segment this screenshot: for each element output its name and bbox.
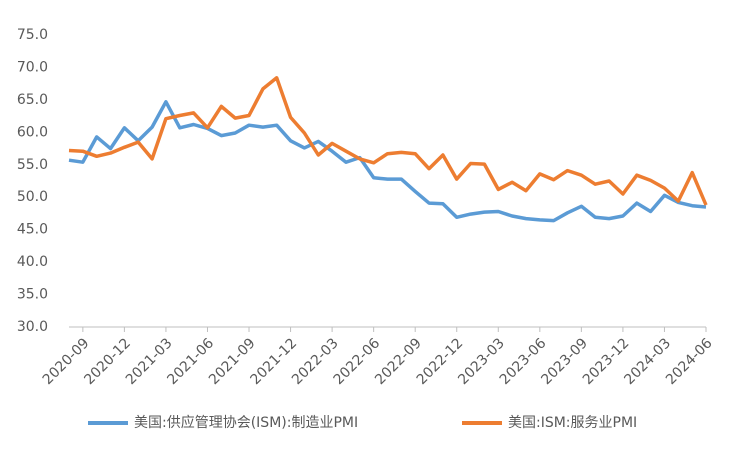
y-tick-label: 60.0 bbox=[17, 124, 48, 140]
y-tick-label: 30.0 bbox=[17, 319, 48, 335]
y-tick-label: 45.0 bbox=[17, 222, 48, 238]
y-tick-label: 55.0 bbox=[17, 157, 48, 173]
y-tick-label: 35.0 bbox=[17, 287, 48, 303]
y-tick-label: 70.0 bbox=[17, 59, 48, 75]
y-tick-label: 50.0 bbox=[17, 189, 48, 205]
series-line bbox=[68, 76, 708, 206]
y-tick-label: 40.0 bbox=[17, 254, 48, 270]
y-tick-label: 75.0 bbox=[17, 27, 48, 43]
series-line bbox=[68, 100, 707, 223]
legend-label: 美国:ISM:服务业PMI bbox=[508, 415, 637, 431]
y-tick-label: 65.0 bbox=[17, 92, 48, 108]
legend-label: 美国:供应管理协会(ISM):制造业PMI bbox=[134, 414, 358, 431]
x-tick-label: 2024-06 bbox=[663, 335, 716, 388]
